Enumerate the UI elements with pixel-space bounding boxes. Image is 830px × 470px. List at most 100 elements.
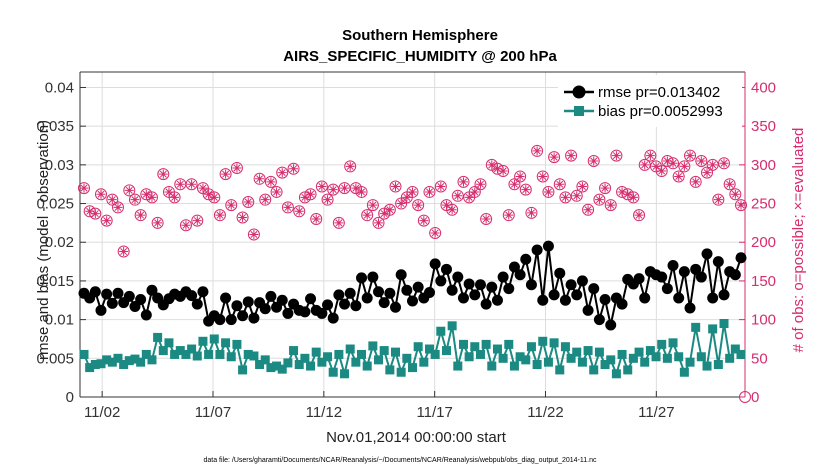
rmse-marker (378, 297, 390, 309)
bias-marker (153, 332, 163, 342)
obs-evaluated-marker (215, 210, 225, 220)
obs-evaluated-marker (736, 200, 746, 210)
obs-evaluated-marker (611, 151, 621, 161)
bias-marker (453, 361, 463, 371)
obs-possible-marker (259, 193, 272, 206)
bias-marker (379, 346, 389, 356)
obs-possible-marker (497, 165, 510, 178)
obs-possible-marker (383, 203, 396, 216)
obs-possible-marker (593, 193, 606, 206)
bias-marker (79, 349, 89, 359)
obs-evaluated-marker (730, 189, 740, 199)
bias-marker (662, 353, 672, 363)
obs-possible-marker (536, 170, 549, 183)
obs-possible-marker (78, 182, 90, 195)
rmse-marker (367, 271, 379, 283)
bias-marker (175, 346, 185, 356)
obs-possible-marker (151, 216, 164, 229)
obs-possible-marker (446, 203, 459, 216)
obs-evaluated-marker (572, 191, 582, 201)
obs-evaluated-marker (277, 168, 287, 178)
rmse-marker (605, 319, 617, 331)
chart-subtitle: AIRS_SPECIFIC_HUMIDITY @ 200 hPa (283, 48, 557, 65)
obs-possible-marker (514, 170, 527, 183)
y-left-tick-label: 0.03 (45, 157, 74, 174)
obs-possible-marker (361, 209, 374, 222)
rmse-marker (599, 294, 611, 305)
rmse-marker (440, 263, 452, 275)
bias-marker (289, 346, 299, 356)
rmse-marker (361, 292, 373, 304)
obs-evaluated-marker (85, 206, 95, 216)
rmse-marker (140, 309, 152, 321)
rmse-marker (350, 300, 362, 312)
bias-marker (736, 349, 746, 359)
obs-evaluated-marker (283, 202, 293, 212)
y-left-tick-label: 0.035 (36, 118, 74, 135)
bias-marker (611, 369, 621, 379)
y-right-tick-label: 150 (751, 273, 776, 290)
y-right-tick-label: 350 (751, 118, 776, 135)
rmse-marker (503, 283, 515, 295)
obs-possible-marker (185, 178, 198, 191)
bias-marker (583, 346, 593, 356)
obs-possible-marker (230, 161, 243, 174)
bias-marker (221, 338, 231, 348)
y-right-tick-label: 250 (751, 196, 776, 213)
rmse-marker (531, 244, 543, 256)
obs-evaluated-marker (374, 218, 384, 228)
bias-marker (538, 336, 548, 346)
bias-marker (272, 361, 282, 371)
obs-possible-marker (739, 391, 751, 403)
rmse-marker (89, 286, 101, 298)
rmse-marker (729, 269, 741, 281)
x-tick-label: 11/27 (638, 404, 674, 421)
data-file-footer: data file: /Users/gharamti/Documents/NCA… (203, 457, 597, 464)
obs-evaluated-marker (368, 200, 378, 210)
obs-evaluated-marker (464, 192, 474, 202)
rmse-marker (299, 306, 311, 318)
bias-marker (147, 355, 157, 365)
bias-marker (226, 352, 236, 362)
bias-marker (430, 349, 440, 359)
bias-marker (328, 367, 338, 377)
bias-marker (124, 356, 134, 366)
obs-evaluated-marker (249, 230, 259, 239)
obs-possible-marker (128, 193, 141, 206)
bias-marker (645, 346, 655, 356)
obs-evaluated-marker (436, 182, 446, 192)
obs-evaluated-marker (266, 177, 276, 187)
obs-evaluated-marker (328, 185, 338, 195)
legend: rmse pr=0.013402 bias pr=0.0052993 (558, 75, 742, 127)
rmse-marker (356, 272, 368, 284)
obs-evaluated-marker (391, 182, 401, 192)
x-tick-label: 11/22 (527, 404, 563, 421)
rmse-marker (390, 301, 402, 313)
obs-possible-marker (519, 183, 532, 196)
bias-marker (311, 347, 321, 357)
rmse-marker (446, 284, 458, 296)
obs-evaluated-marker (107, 195, 117, 205)
obs-evaluated-marker (515, 171, 525, 181)
obs-evaluated-marker (555, 179, 565, 189)
obs-evaluated-marker (221, 169, 231, 179)
bias-marker (317, 357, 327, 367)
obs-evaluated-marker (594, 195, 604, 205)
rmse-marker (322, 299, 334, 311)
rmse-marker (429, 258, 441, 270)
bias-marker (204, 349, 214, 359)
rmse-marker (412, 281, 424, 293)
bias-marker (181, 349, 191, 359)
x-tick-label: 11/02 (84, 404, 120, 421)
obs-evaluated-marker (119, 247, 129, 257)
bias-marker (526, 342, 536, 352)
obs-possible-marker (134, 209, 147, 222)
bias-marker (340, 369, 350, 379)
rmse-marker (220, 292, 232, 304)
rmse-marker (633, 273, 645, 285)
obs-evaluated-marker (623, 189, 633, 199)
bias-marker (215, 349, 225, 359)
obs-possible-marker (684, 149, 697, 162)
rmse-marker (401, 284, 413, 296)
bias-marker (294, 360, 304, 369)
